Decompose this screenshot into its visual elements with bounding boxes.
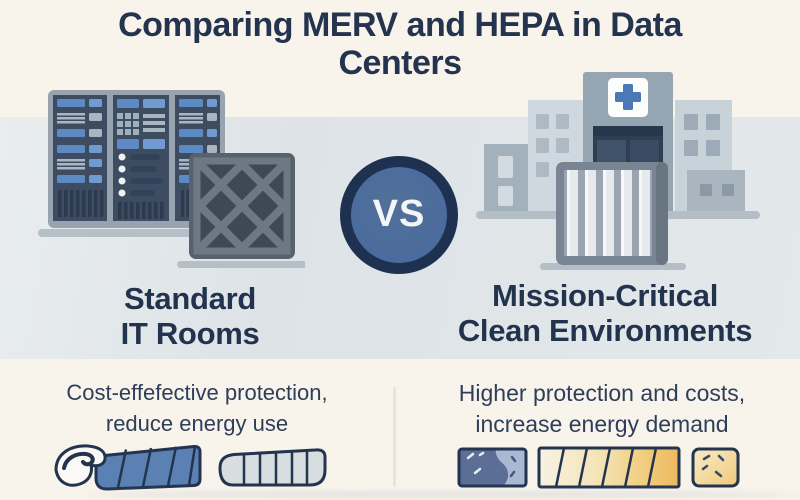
- hepa-filter: [556, 162, 668, 265]
- left-caption: Cost-effefective protection, reduce ener…: [18, 377, 376, 439]
- bottom-shadow: [88, 491, 800, 498]
- right-heading: Mission-Critical Clean Environments: [455, 278, 755, 348]
- server-column-2: [117, 99, 165, 219]
- leaf-merv-filter-icon: [54, 444, 202, 491]
- fine-particle-box-icon: [691, 447, 740, 488]
- right-caption-line1: Higher protection and costs,: [458, 380, 746, 406]
- hospital-hepa-illustration: [476, 72, 760, 270]
- footer-divider: [393, 387, 396, 487]
- left-caption-line2: reduce energy use: [105, 411, 289, 436]
- merv-filter-base: [177, 261, 305, 268]
- left-heading-line1: Standard: [124, 281, 256, 316]
- server-column-1: [57, 99, 104, 217]
- left-heading: Standard IT Rooms: [40, 281, 340, 351]
- left-heading-line2: IT Rooms: [120, 316, 260, 351]
- left-caption-line1: Cost-effefective protection,: [66, 380, 328, 405]
- medical-cross-icon: [608, 78, 648, 117]
- vs-badge: VS: [340, 156, 458, 274]
- right-heading-line2: Clean Environments: [457, 313, 753, 348]
- right-caption-line2: increase energy demand: [475, 411, 729, 437]
- panel-filter-icon: [218, 448, 327, 487]
- server-racks-merv-illustration: [38, 90, 305, 268]
- page-title: Comparing MERV and HEPA in Data Centers: [0, 6, 800, 82]
- page-title-line1: Comparing MERV and HEPA in Data: [118, 6, 682, 44]
- rack-base: [38, 229, 237, 237]
- particle-capture-filter-icon: [457, 447, 528, 488]
- merv-filter: [189, 153, 295, 259]
- right-heading-line1: Mission-Critical: [491, 278, 719, 313]
- right-footer-icons: [457, 446, 740, 489]
- hepa-pleat-filter-icon: [537, 446, 681, 489]
- page-title-line2: Centers: [338, 44, 462, 82]
- vs-badge-label: VS: [372, 192, 426, 235]
- left-footer-icons: [54, 444, 327, 491]
- right-caption: Higher protection and costs, increase en…: [427, 378, 777, 440]
